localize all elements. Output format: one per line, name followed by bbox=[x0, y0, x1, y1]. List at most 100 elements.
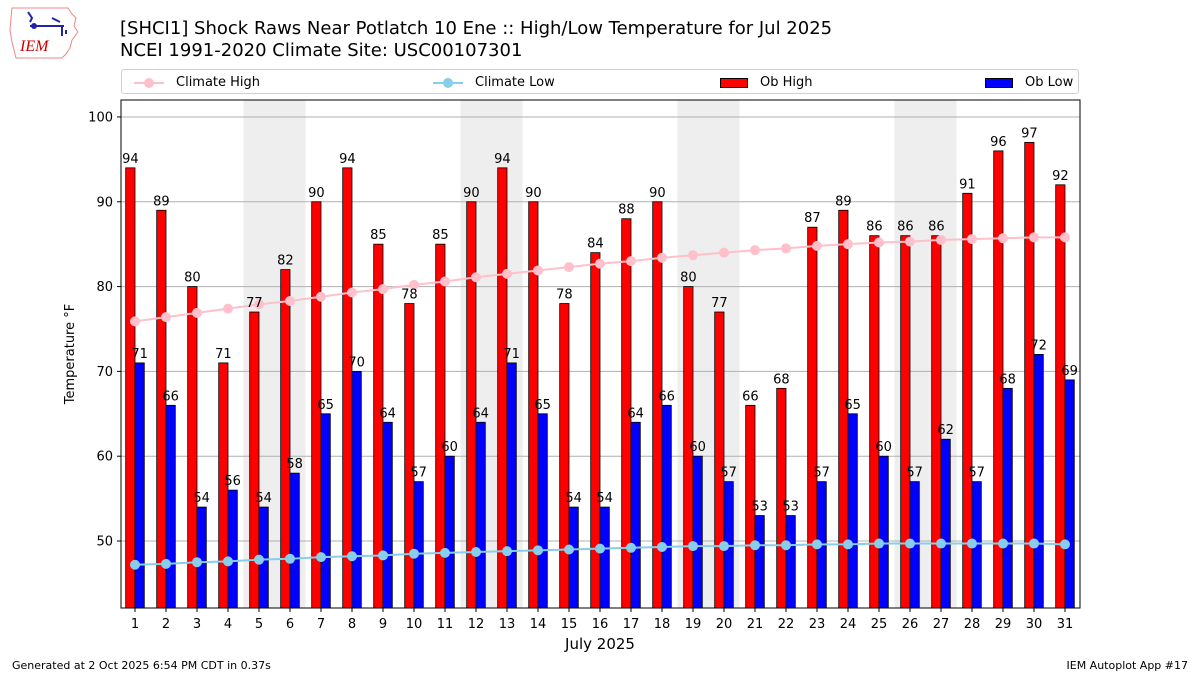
climate-low-swatch-icon bbox=[433, 77, 463, 88]
ob-low-label: 60 bbox=[441, 440, 458, 455]
chart-title: [SHCI1] Shock Raws Near Potlatch 10 Ene … bbox=[120, 18, 832, 62]
x-tick-label: 25 bbox=[871, 617, 888, 632]
climate-low-point bbox=[905, 538, 915, 549]
legend: Climate High Climate Low Ob High Ob Low bbox=[121, 69, 1079, 94]
x-tick-label: 20 bbox=[716, 617, 733, 632]
generated-timestamp: Generated at 2 Oct 2025 6:54 PM CDT in 0… bbox=[12, 659, 271, 672]
ob-high-label: 77 bbox=[711, 296, 728, 311]
climate-low-point bbox=[688, 541, 698, 552]
ob-low-label: 69 bbox=[1061, 364, 1078, 379]
x-tick-label: 29 bbox=[995, 617, 1012, 632]
ob-low-label: 56 bbox=[224, 474, 241, 489]
climate-high-point bbox=[595, 258, 605, 269]
ob-low-bar bbox=[1064, 379, 1075, 609]
climate-high-point bbox=[347, 287, 357, 298]
x-tick-label: 3 bbox=[193, 617, 201, 632]
ob-low-label: 64 bbox=[379, 406, 396, 421]
climate-low-point bbox=[471, 547, 481, 558]
x-tick-label: 14 bbox=[530, 617, 547, 632]
climate-low-point bbox=[626, 542, 636, 553]
ob-high-bar bbox=[776, 387, 787, 609]
x-tick-label: 2 bbox=[162, 617, 170, 632]
ob-low-bar bbox=[320, 413, 331, 609]
ob-high-label: 66 bbox=[742, 389, 759, 404]
climate-low-point bbox=[1029, 538, 1039, 549]
x-tick-label: 21 bbox=[747, 617, 764, 632]
climate-low-point bbox=[285, 553, 295, 564]
ob-high-label: 92 bbox=[1052, 169, 1069, 184]
climate-low-point bbox=[161, 558, 171, 569]
ob-low-label: 62 bbox=[937, 423, 954, 438]
legend-label: Climate Low bbox=[475, 75, 555, 90]
climate-high-point bbox=[936, 234, 946, 245]
x-tick-label: 23 bbox=[809, 617, 826, 632]
ob-high-swatch-icon bbox=[720, 77, 748, 88]
ob-high-label: 80 bbox=[184, 271, 201, 286]
legend-item-climate-low: Climate Low bbox=[433, 70, 555, 95]
climate-high-point bbox=[1029, 232, 1039, 243]
climate-low-point bbox=[564, 544, 574, 555]
ob-high-label: 90 bbox=[525, 186, 542, 201]
x-tick-label: 27 bbox=[933, 617, 950, 632]
ob-high-bar bbox=[156, 209, 167, 609]
ob-high-label: 80 bbox=[680, 271, 697, 286]
ob-low-bar bbox=[537, 413, 548, 609]
ob-low-bar bbox=[599, 506, 610, 609]
x-tick-label: 1 bbox=[131, 617, 139, 632]
x-tick-label: 17 bbox=[623, 617, 640, 632]
climate-high-point bbox=[626, 256, 636, 267]
x-tick-label: 8 bbox=[348, 617, 356, 632]
ob-low-bar bbox=[692, 455, 703, 609]
y-tick-label: 70 bbox=[96, 365, 113, 380]
ob-high-label: 71 bbox=[215, 347, 232, 362]
ob-low-bar bbox=[785, 515, 796, 609]
climate-low-point bbox=[595, 543, 605, 554]
ob-low-label: 72 bbox=[1030, 338, 1047, 353]
ob-low-label: 71 bbox=[131, 347, 148, 362]
climate-low-point bbox=[440, 547, 450, 558]
legend-label: Ob High bbox=[760, 75, 813, 90]
climate-low-point bbox=[719, 541, 729, 552]
climate-high-point bbox=[192, 307, 202, 318]
ob-low-label: 54 bbox=[596, 491, 613, 506]
ob-high-label: 94 bbox=[122, 152, 139, 167]
ob-high-label: 86 bbox=[866, 220, 883, 235]
climate-low-point bbox=[998, 538, 1008, 549]
climate-low-point bbox=[781, 540, 791, 551]
y-tick-label: 50 bbox=[96, 535, 113, 550]
ob-low-bar bbox=[754, 515, 765, 609]
ob-low-label: 68 bbox=[999, 372, 1016, 387]
ob-high-label: 89 bbox=[153, 194, 170, 209]
climate-low-point bbox=[254, 554, 264, 565]
ob-low-label: 64 bbox=[472, 406, 489, 421]
ob-low-label: 57 bbox=[410, 466, 427, 481]
x-tick-label: 4 bbox=[224, 617, 232, 632]
climate-high-point bbox=[657, 252, 667, 263]
x-tick-label: 26 bbox=[902, 617, 919, 632]
ob-low-label: 54 bbox=[193, 491, 210, 506]
x-tick-label: 30 bbox=[1026, 617, 1043, 632]
climate-low-point bbox=[750, 540, 760, 551]
y-tick-label: 80 bbox=[96, 280, 113, 295]
ob-high-bar bbox=[559, 303, 570, 609]
x-tick-label: 24 bbox=[840, 617, 857, 632]
climate-high-point bbox=[874, 237, 884, 248]
legend-label: Climate High bbox=[176, 75, 261, 90]
ob-low-bar bbox=[134, 362, 145, 609]
ob-low-label: 53 bbox=[751, 500, 768, 515]
ob-low-label: 71 bbox=[503, 347, 520, 362]
climate-high-swatch-icon bbox=[134, 77, 164, 88]
ob-high-label: 90 bbox=[308, 186, 325, 201]
ob-low-bar bbox=[289, 472, 300, 609]
ob-low-bar bbox=[661, 404, 672, 609]
title-line-2: NCEI 1991-2020 Climate Site: USC00107301 bbox=[120, 40, 523, 61]
ob-low-label: 54 bbox=[565, 491, 582, 506]
climate-high-point bbox=[1060, 232, 1070, 243]
ob-high-label: 86 bbox=[897, 220, 914, 235]
ob-high-label: 85 bbox=[432, 228, 449, 243]
ob-low-label: 57 bbox=[813, 466, 830, 481]
ob-low-bar bbox=[444, 455, 455, 609]
climate-low-point bbox=[502, 546, 512, 557]
x-tick-label: 31 bbox=[1057, 617, 1074, 632]
